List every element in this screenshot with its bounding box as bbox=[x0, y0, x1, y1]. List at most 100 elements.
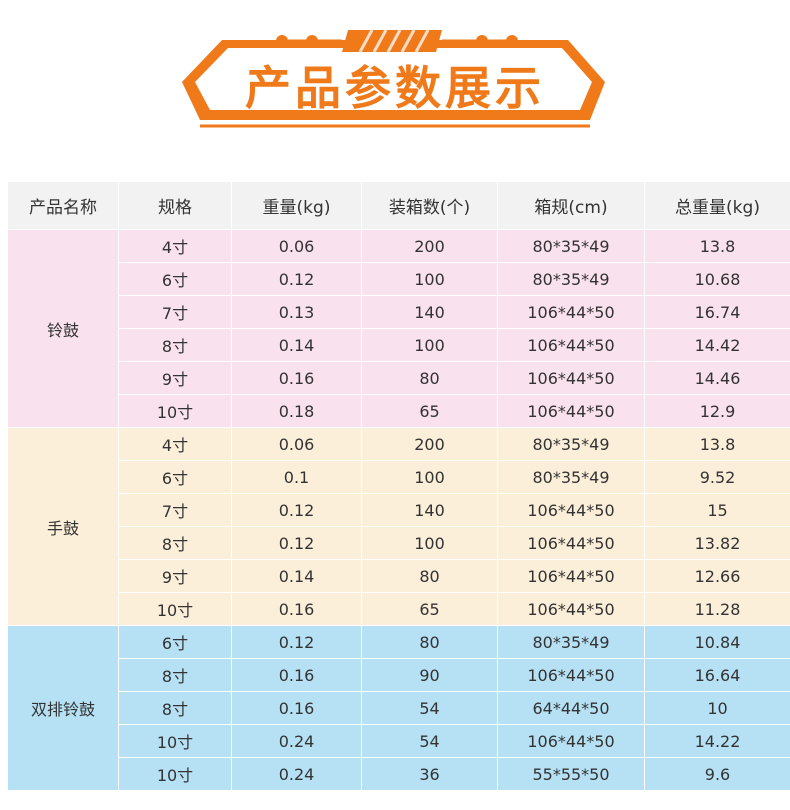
carton-size-cell: 80*35*49 bbox=[497, 229, 645, 263]
dot-ornament bbox=[506, 35, 518, 47]
spec-cell: 8寸 bbox=[118, 328, 232, 362]
carton-size-cell: 106*44*50 bbox=[497, 394, 645, 428]
spec-cell: 6寸 bbox=[118, 625, 232, 659]
carton-size-cell: 80*35*49 bbox=[497, 427, 645, 461]
spec-cell: 7寸 bbox=[118, 295, 232, 329]
weight-cell: 0.16 bbox=[231, 361, 362, 395]
spec-cell: 6寸 bbox=[118, 262, 232, 296]
pack-qty-cell: 54 bbox=[361, 691, 498, 725]
header-pack-qty: 装箱数(个) bbox=[361, 181, 498, 230]
spec-cell: 8寸 bbox=[118, 526, 232, 560]
carton-size-cell: 106*44*50 bbox=[497, 493, 645, 527]
weight-cell: 0.16 bbox=[231, 691, 362, 725]
pack-qty-cell: 54 bbox=[361, 724, 498, 758]
pack-qty-cell: 100 bbox=[361, 262, 498, 296]
carton-size-cell: 106*44*50 bbox=[497, 559, 645, 593]
total-weight-cell: 9.52 bbox=[644, 460, 790, 494]
total-weight-cell: 13.82 bbox=[644, 526, 790, 560]
table-row: 10寸 0.18 65 106*44*50 12.9 bbox=[8, 394, 790, 428]
pack-qty-cell: 65 bbox=[361, 394, 498, 428]
weight-cell: 0.12 bbox=[231, 625, 362, 659]
table-row: 6寸 0.1 100 80*35*49 9.52 bbox=[8, 460, 790, 494]
weight-cell: 0.14 bbox=[231, 559, 362, 593]
product-name-cell: 手鼓 bbox=[7, 427, 119, 626]
params-table: 产品名称 规格 重量(kg) 装箱数(个) 箱规(cm) 总重量(kg) 铃鼓 … bbox=[7, 181, 790, 791]
total-weight-cell: 15 bbox=[644, 493, 790, 527]
total-weight-cell: 16.74 bbox=[644, 295, 790, 329]
total-weight-cell: 12.66 bbox=[644, 559, 790, 593]
spec-cell: 9寸 bbox=[118, 361, 232, 395]
weight-cell: 0.24 bbox=[231, 724, 362, 758]
carton-size-cell: 64*44*50 bbox=[497, 691, 645, 725]
product-name-cell: 双排铃鼓 bbox=[7, 625, 119, 791]
weight-cell: 0.06 bbox=[231, 229, 362, 263]
dot-ornament bbox=[276, 35, 288, 47]
weight-cell: 0.18 bbox=[231, 394, 362, 428]
carton-size-cell: 55*55*50 bbox=[497, 757, 645, 791]
title-banner: 产品参数展示 bbox=[0, 0, 790, 150]
banner-frame bbox=[182, 29, 605, 128]
spec-cell: 10寸 bbox=[118, 592, 232, 626]
header-carton-size: 箱规(cm) bbox=[497, 181, 645, 230]
total-weight-cell: 12.9 bbox=[644, 394, 790, 428]
table-row: 8寸 0.14 100 106*44*50 14.42 bbox=[8, 328, 790, 362]
total-weight-cell: 10 bbox=[644, 691, 790, 725]
header-product-name: 产品名称 bbox=[7, 181, 119, 230]
carton-size-cell: 106*44*50 bbox=[497, 724, 645, 758]
pack-qty-cell: 36 bbox=[361, 757, 498, 791]
table-row: 8寸 0.12 100 106*44*50 13.82 bbox=[8, 526, 790, 560]
total-weight-cell: 10.84 bbox=[644, 625, 790, 659]
weight-cell: 0.16 bbox=[231, 592, 362, 626]
spec-cell: 10寸 bbox=[118, 724, 232, 758]
pack-qty-cell: 140 bbox=[361, 295, 498, 329]
table-row: 10寸 0.24 36 55*55*50 9.6 bbox=[8, 757, 790, 791]
total-weight-cell: 14.46 bbox=[644, 361, 790, 395]
carton-size-cell: 106*44*50 bbox=[497, 295, 645, 329]
spec-cell: 9寸 bbox=[118, 559, 232, 593]
weight-cell: 0.12 bbox=[231, 262, 362, 296]
total-weight-cell: 11.28 bbox=[644, 592, 790, 626]
spec-cell: 4寸 bbox=[118, 229, 232, 263]
spec-cell: 6寸 bbox=[118, 460, 232, 494]
table-row: 9寸 0.14 80 106*44*50 12.66 bbox=[8, 559, 790, 593]
weight-cell: 0.1 bbox=[231, 460, 362, 494]
pack-qty-cell: 80 bbox=[361, 559, 498, 593]
spec-cell: 4寸 bbox=[118, 427, 232, 461]
weight-cell: 0.12 bbox=[231, 493, 362, 527]
pack-qty-cell: 100 bbox=[361, 526, 498, 560]
pack-qty-cell: 200 bbox=[361, 229, 498, 263]
pack-qty-cell: 100 bbox=[361, 328, 498, 362]
pack-qty-cell: 80 bbox=[361, 361, 498, 395]
table-header-row: 产品名称 规格 重量(kg) 装箱数(个) 箱规(cm) 总重量(kg) bbox=[7, 181, 790, 230]
pack-qty-cell: 90 bbox=[361, 658, 498, 692]
header-spec: 规格 bbox=[118, 181, 232, 230]
carton-size-cell: 80*35*49 bbox=[497, 460, 645, 494]
carton-size-cell: 106*44*50 bbox=[497, 658, 645, 692]
total-weight-cell: 16.64 bbox=[644, 658, 790, 692]
pack-qty-cell: 80 bbox=[361, 625, 498, 659]
table-row: 9寸 0.16 80 106*44*50 14.46 bbox=[8, 361, 790, 395]
carton-size-cell: 106*44*50 bbox=[497, 592, 645, 626]
header-weight: 重量(kg) bbox=[231, 181, 362, 230]
weight-cell: 0.24 bbox=[231, 757, 362, 791]
page-title: 产品参数展示 bbox=[245, 61, 545, 115]
weight-cell: 0.14 bbox=[231, 328, 362, 362]
spec-cell: 10寸 bbox=[118, 394, 232, 428]
table-row: 7寸 0.12 140 106*44*50 15 bbox=[8, 493, 790, 527]
weight-cell: 0.06 bbox=[231, 427, 362, 461]
dot-ornament bbox=[306, 35, 318, 47]
total-weight-cell: 14.22 bbox=[644, 724, 790, 758]
table-row: 10寸 0.16 65 106*44*50 11.28 bbox=[8, 592, 790, 626]
table-row: 8寸 0.16 90 106*44*50 16.64 bbox=[8, 658, 790, 692]
table-row: 铃鼓 4寸 0.06 200 80*35*49 13.8 bbox=[7, 229, 790, 428]
carton-size-cell: 106*44*50 bbox=[497, 526, 645, 560]
table-row: 10寸 0.24 54 106*44*50 14.22 bbox=[8, 724, 790, 758]
weight-cell: 0.13 bbox=[231, 295, 362, 329]
carton-size-cell: 80*35*49 bbox=[497, 625, 645, 659]
weight-cell: 0.16 bbox=[231, 658, 362, 692]
pack-qty-cell: 65 bbox=[361, 592, 498, 626]
total-weight-cell: 13.8 bbox=[644, 427, 790, 461]
product-name-cell: 铃鼓 bbox=[7, 229, 119, 428]
carton-size-cell: 106*44*50 bbox=[497, 361, 645, 395]
carton-size-cell: 106*44*50 bbox=[497, 328, 645, 362]
